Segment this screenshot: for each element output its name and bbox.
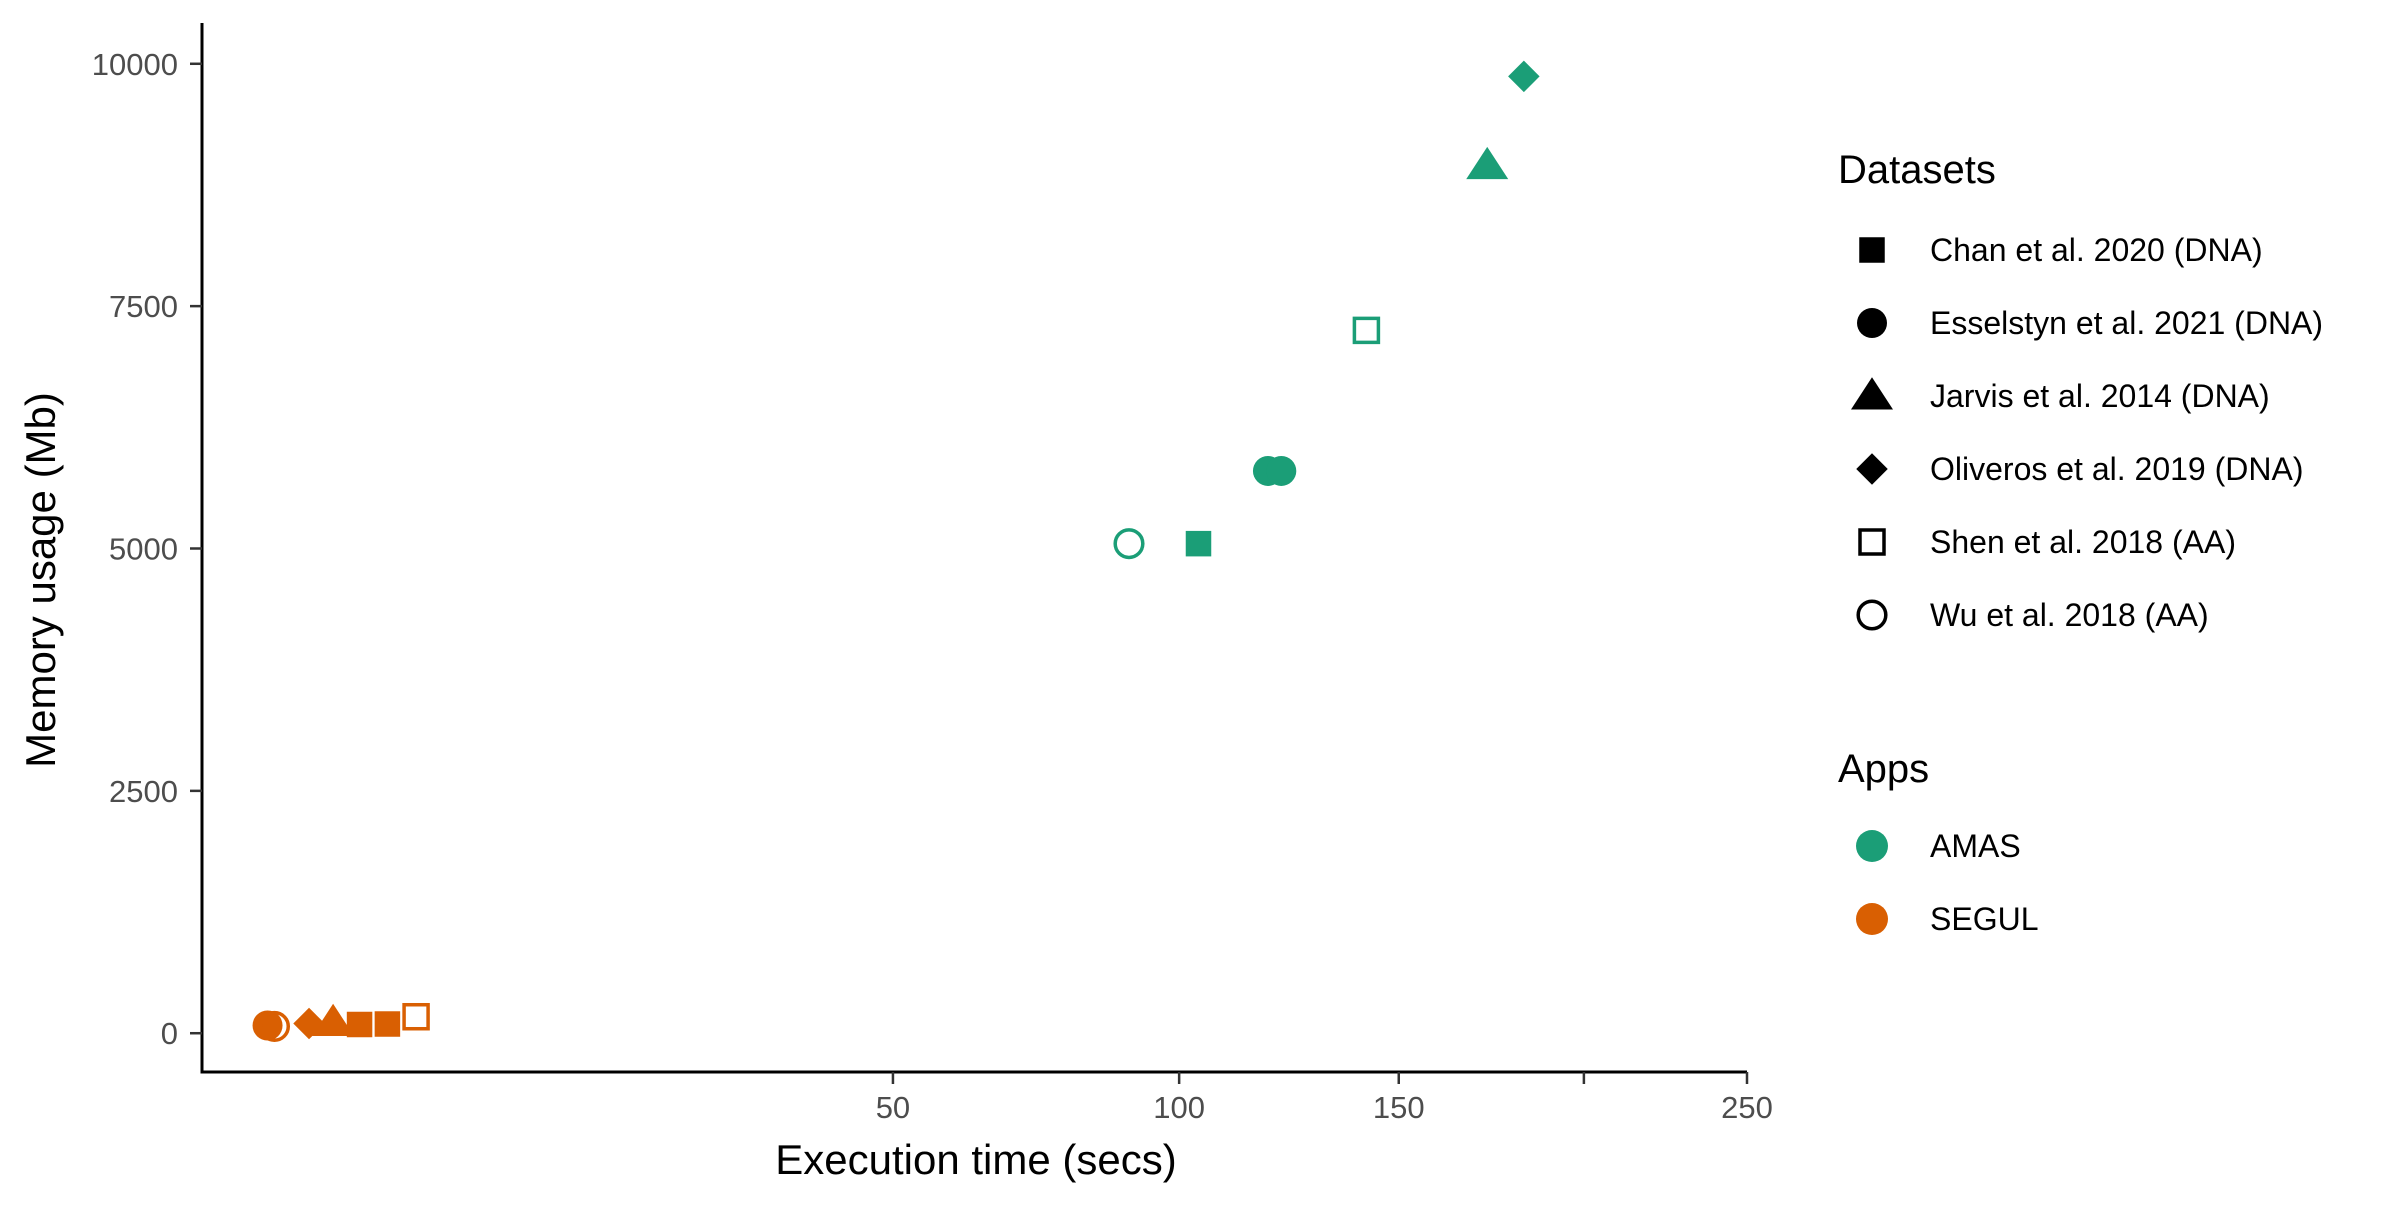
- y-axis-title: Memory usage (Mb): [17, 392, 64, 768]
- legend-title-apps: Apps: [1838, 747, 1929, 791]
- legend-label-dataset: Esselstyn et al. 2021 (DNA): [1930, 305, 2323, 341]
- legend-symbol-circle-filled: [1857, 308, 1887, 338]
- y-tick-label: 10000: [92, 47, 178, 82]
- x-axis-title: Execution time (secs): [775, 1136, 1176, 1183]
- data-point: [293, 1007, 325, 1040]
- legend-symbol-diamond-filled: [1856, 453, 1888, 485]
- legend-symbol-triangle-filled: [1851, 377, 1893, 410]
- x-tick-label: 50: [876, 1090, 910, 1125]
- points-layer: [252, 60, 1540, 1042]
- data-point: [402, 1002, 430, 1031]
- x-tick-label: 100: [1153, 1090, 1205, 1125]
- x-tick-label: 250: [1721, 1090, 1773, 1125]
- y-tick-label: 7500: [109, 289, 178, 324]
- data-point: [258, 1010, 291, 1042]
- legend-label-dataset: Jarvis et al. 2014 (DNA): [1930, 378, 2270, 414]
- y-tick-label: 0: [161, 1016, 178, 1051]
- legend-label-app: AMAS: [1930, 828, 2021, 864]
- legend-title-datasets: Datasets: [1838, 148, 1996, 192]
- data-point: [1466, 146, 1509, 180]
- legend-layer: Datasets Chan et al. 2020 (DNA) Esselstyn …: [1838, 148, 2323, 937]
- data-point: [1266, 455, 1297, 486]
- legend-label-dataset: Chan et al. 2020 (DNA): [1930, 232, 2263, 268]
- data-point: [1508, 60, 1540, 93]
- legend-label-dataset: Wu et al. 2018 (AA): [1930, 597, 2209, 633]
- legend-label-app: SEGUL: [1930, 901, 2038, 937]
- data-point: [1113, 528, 1145, 560]
- legend-symbol-app: [1856, 903, 1888, 935]
- y-tick-label: 2500: [109, 774, 178, 809]
- legend-symbol-circle-open: [1856, 599, 1888, 631]
- data-point: [1185, 530, 1212, 557]
- legend-symbol-square-open: [1858, 528, 1886, 556]
- x-tick-label: 150: [1373, 1090, 1425, 1125]
- data-point: [1352, 316, 1381, 345]
- data-point: [312, 1003, 355, 1037]
- legend-label-dataset: Oliveros et al. 2019 (DNA): [1930, 451, 2303, 487]
- legend-label-dataset: Shen et al. 2018 (AA): [1930, 524, 2236, 560]
- legend-symbol-square-filled: [1859, 237, 1885, 263]
- y-tick-label: 5000: [109, 532, 178, 567]
- data-point: [346, 1011, 373, 1038]
- data-point: [252, 1010, 283, 1041]
- data-point: [374, 1011, 401, 1037]
- legend-symbol-app: [1856, 830, 1888, 862]
